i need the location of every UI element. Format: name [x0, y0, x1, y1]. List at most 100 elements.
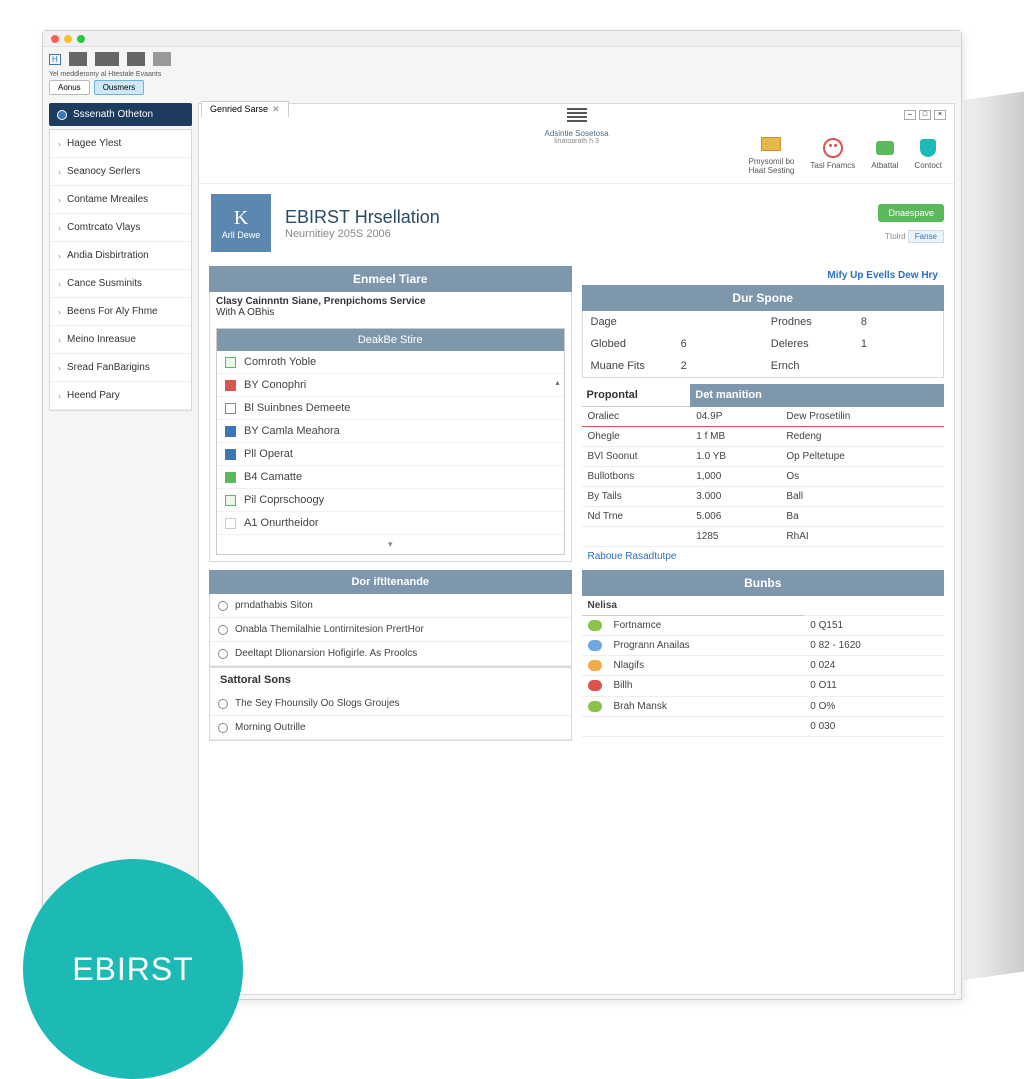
- sidebar-title: Sssenath Otheton: [73, 109, 153, 120]
- data-table: Propontal Det manition Oraliec04.9PDew P…: [582, 384, 945, 547]
- topband-action[interactable]: Contoct: [914, 137, 942, 170]
- checkbox-icon[interactable]: [225, 403, 236, 414]
- radio-icon[interactable]: [218, 601, 228, 611]
- sidebar-item-label: Andia Disbirtration: [67, 250, 149, 261]
- topband-action[interactable]: Atbattal: [871, 137, 898, 170]
- sidebar-item[interactable]: ›Sread FanBarigins: [50, 354, 191, 382]
- kv-row: Ernch: [763, 355, 943, 377]
- topband: Adsintie Sosetosa Iinatoarath h 3 Pmysom…: [199, 104, 954, 184]
- brand-logo: EBIRST: [23, 859, 243, 1079]
- topband-action[interactable]: Tasl Fnamcs: [810, 137, 855, 170]
- sidebar-item[interactable]: ›Seanocy Serlers: [50, 158, 191, 186]
- meta-tabs: Ttolrd Fanse: [885, 232, 944, 241]
- sidebar: Sssenath Otheton › Hagee Ylest ›Seanocy Se…: [43, 97, 198, 995]
- toolbar: H: [43, 47, 961, 71]
- list-item[interactable]: Comroth Yoble: [217, 351, 564, 374]
- checkbox-icon[interactable]: [225, 472, 236, 483]
- radio-icon[interactable]: [218, 723, 228, 733]
- section-header: Dur Spone: [582, 285, 945, 311]
- sidebar-item[interactable]: ›Comtrcato Vlays: [50, 214, 191, 242]
- list-item[interactable]: B4 Camatte: [217, 466, 564, 489]
- list-item[interactable]: BY Camla Meahora: [217, 420, 564, 443]
- list-header: DeakBe Stire: [217, 329, 564, 351]
- sidebar-item[interactable]: ›Meino Inreasue: [50, 326, 191, 354]
- radio-item[interactable]: Deeltapt Dlionarsion Hofigirle. As Prool…: [210, 642, 571, 666]
- toolbar-icon[interactable]: [95, 52, 119, 66]
- chevron-icon: ›: [58, 139, 61, 149]
- table-row: Brah Mansk0 O%: [582, 696, 945, 716]
- tab-a[interactable]: Aonus: [49, 80, 90, 95]
- radio-item[interactable]: prndathabis Siton: [210, 594, 571, 618]
- kv-row: Dage: [583, 311, 763, 333]
- radio-icon[interactable]: [218, 649, 228, 659]
- table-row: Nd Trne5.006Ba: [582, 507, 945, 527]
- shield-icon: [917, 137, 939, 159]
- app-window: H Yel meddleromy al Htestale Evaants Aon…: [42, 30, 962, 1000]
- page-subtitle: Neurnitiey 205S 2006: [285, 228, 440, 240]
- sidebar-item[interactable]: › Andia Disbirtration: [50, 242, 191, 270]
- sidebar-item[interactable]: ›Contame Mreailes: [50, 186, 191, 214]
- chat-icon: [874, 137, 896, 159]
- radio-icon[interactable]: [218, 625, 228, 635]
- checkbox-icon[interactable]: [225, 426, 236, 437]
- toolbar-icon[interactable]: [153, 52, 171, 66]
- radio-icon[interactable]: [218, 699, 228, 709]
- table-link[interactable]: Raboue Rasadtutpe: [582, 547, 945, 566]
- toolbar-icon[interactable]: [69, 52, 87, 66]
- list-item[interactable]: Pil Coprschoogy: [217, 489, 564, 512]
- checkbox-icon[interactable]: [225, 380, 236, 391]
- scroll-up-icon[interactable]: ▴: [555, 378, 559, 387]
- sidebar-item-label: Hagee Ylest: [67, 138, 121, 149]
- status-pill-icon: [588, 680, 602, 691]
- radio-item[interactable]: Morning Outrille: [210, 716, 571, 740]
- table-row: Bullotbons1,000Os: [582, 467, 945, 487]
- left-column: Enmeel Tiare Clasy Cainnntn Siane, Prenp…: [209, 266, 572, 741]
- chevron-icon: ›: [58, 335, 61, 345]
- table-row: By Tails3.000Ball: [582, 487, 945, 507]
- sidebar-item-label: Contame Mreailes: [67, 194, 148, 205]
- avatar: K Arll Dewe: [211, 194, 271, 252]
- status-pill-icon: [588, 660, 602, 671]
- list-item[interactable]: BY Conophri▴: [217, 374, 564, 397]
- sidebar-item[interactable]: › Hagee Ylest: [50, 130, 191, 158]
- checkbox-icon[interactable]: [225, 357, 236, 368]
- kv-row: Prodnes8: [763, 311, 943, 333]
- radio-item[interactable]: Onabla Themilalhie Lontirnitesion PrertH…: [210, 618, 571, 642]
- top-link[interactable]: Mify Up Evells Dew Hry: [582, 266, 945, 285]
- max-icon[interactable]: □: [919, 110, 931, 120]
- page-title: EBIRST Hrsellation: [285, 207, 440, 228]
- checkbox-icon[interactable]: [225, 495, 236, 506]
- tab-b[interactable]: Ousmers: [94, 80, 144, 95]
- chevron-icon: ›: [58, 251, 61, 261]
- checkbox-icon[interactable]: [225, 449, 236, 460]
- app-icon: H: [49, 54, 61, 65]
- sidebar-item[interactable]: ›Beens For Aly Fhme: [50, 298, 191, 326]
- chevron-icon: ›: [58, 391, 61, 401]
- checkbox-icon[interactable]: [225, 518, 236, 529]
- chevron-icon: ›: [58, 279, 61, 289]
- list-item[interactable]: A1 Onurtheidor: [217, 512, 564, 535]
- chevron-icon: ›: [58, 167, 61, 177]
- list-item[interactable]: Pll Operat: [217, 443, 564, 466]
- section-header: Bunbs: [582, 570, 945, 596]
- topband-action[interactable]: Pmysomil boHaat Sesting: [749, 133, 795, 175]
- sidebar-item[interactable]: ›Heend Pary: [50, 382, 191, 410]
- table-row: 0 030: [582, 716, 945, 736]
- status-pill-icon: [588, 701, 602, 712]
- maximize-dot[interactable]: [77, 35, 85, 43]
- close-icon[interactable]: ×: [934, 110, 946, 120]
- sidebar-item[interactable]: ›Cance Susminits: [50, 270, 191, 298]
- min-icon[interactable]: –: [904, 110, 916, 120]
- section-header: Sattoral Sons: [209, 667, 572, 692]
- action-button[interactable]: Dnaespave: [878, 204, 944, 222]
- minimize-dot[interactable]: [64, 35, 72, 43]
- toolbar-icon[interactable]: [127, 52, 145, 66]
- kv-row: Muane Fits2: [583, 355, 763, 377]
- table-row: Oraliec04.9PDew Prosetilin: [582, 407, 945, 427]
- scroll-down-icon[interactable]: ▾: [217, 535, 564, 554]
- close-dot[interactable]: [51, 35, 59, 43]
- table-row: Nlagifs0 024: [582, 656, 945, 676]
- radio-item[interactable]: The Sey Fhounsily Oo Slogs Groujes: [210, 692, 571, 716]
- list-item[interactable]: Bl Suinbnes Demeete: [217, 397, 564, 420]
- sidebar-item-label: Comtrcato Vlays: [67, 222, 140, 233]
